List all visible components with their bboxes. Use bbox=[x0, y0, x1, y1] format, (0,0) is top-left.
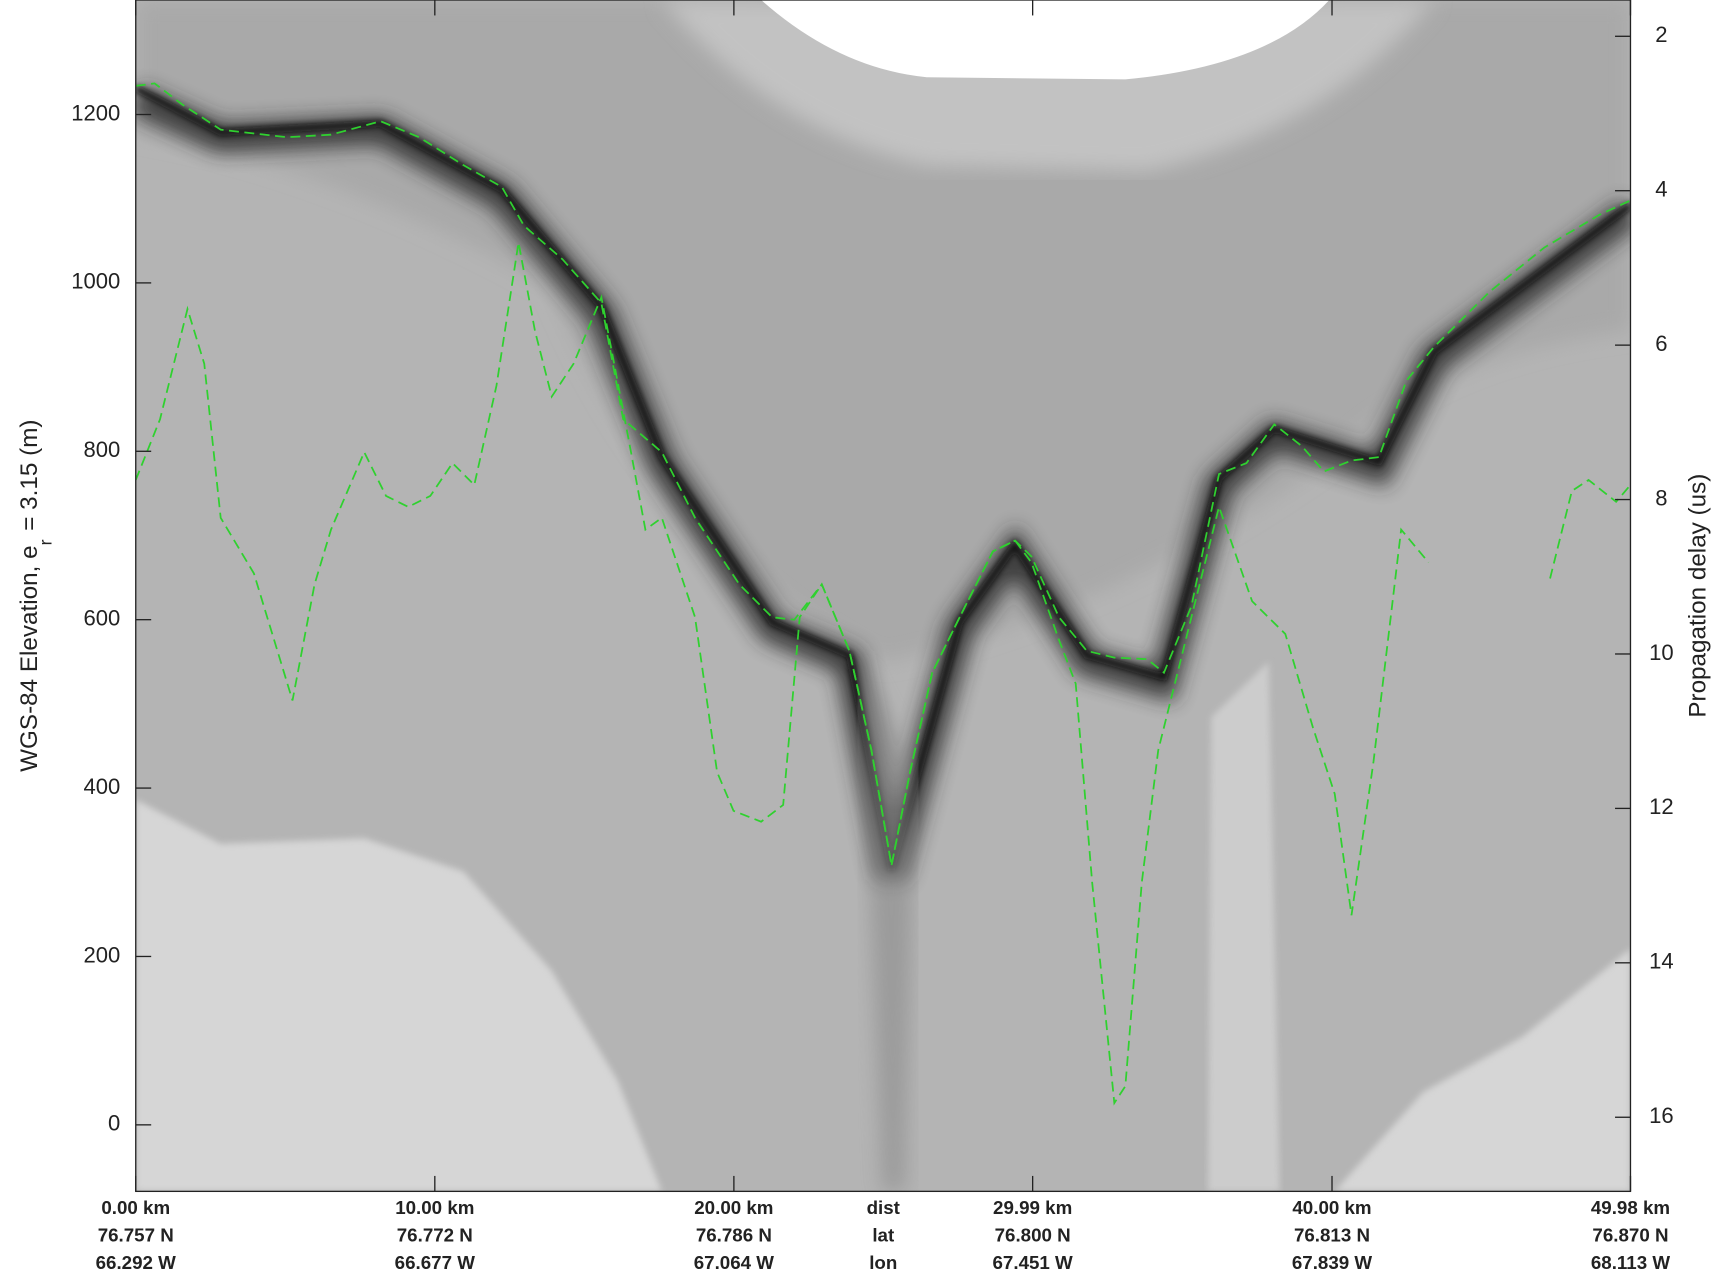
lat-label: 76.800 N bbox=[995, 1225, 1071, 1246]
x-tick-label: 40.00 km bbox=[1292, 1197, 1371, 1218]
radargram bbox=[135, 0, 1631, 1192]
lat-label: 76.757 N bbox=[98, 1225, 174, 1246]
lon-label: 67.451 W bbox=[993, 1252, 1074, 1273]
y-tick-label: 800 bbox=[84, 437, 121, 462]
pick-line bbox=[135, 242, 1631, 1106]
lon-label: 68.113 W bbox=[1591, 1252, 1671, 1273]
y2-tick-label: 16 bbox=[1649, 1103, 1674, 1128]
picks bbox=[135, 82, 1631, 1106]
lat-label: 76.786 N bbox=[696, 1225, 772, 1246]
y-label-sub: r bbox=[35, 539, 55, 545]
y2-tick-label: 2 bbox=[1655, 22, 1667, 47]
y-tick-label: 200 bbox=[84, 942, 121, 967]
x-tick-label: 20.00 km bbox=[694, 1197, 773, 1218]
lon-label: 67.064 W bbox=[694, 1252, 775, 1273]
y2-tick-label: 10 bbox=[1649, 640, 1674, 665]
y-label-main: WGS-84 Elevation, e bbox=[16, 545, 43, 771]
row-label: lat bbox=[872, 1225, 895, 1246]
y-tick-label: 600 bbox=[84, 606, 121, 631]
lat-label: 76.772 N bbox=[397, 1225, 473, 1246]
y-tick-label: 1200 bbox=[71, 100, 120, 125]
y2-tick-label: 14 bbox=[1649, 949, 1674, 974]
y-tick-label: 0 bbox=[108, 1111, 120, 1136]
y2-tick-label: 4 bbox=[1655, 177, 1667, 202]
plot-frame bbox=[135, 0, 1632, 1193]
y2-axis-label: Propagation delay (us) bbox=[1684, 474, 1711, 718]
row-label: dist bbox=[867, 1197, 901, 1218]
lon-label: 67.839 W bbox=[1292, 1252, 1373, 1273]
y-label-end: = 3.15 (m) bbox=[16, 420, 43, 531]
lon-label: 66.677 W bbox=[395, 1252, 476, 1273]
x-tick-label: 49.98 km bbox=[1591, 1197, 1670, 1218]
y2-tick-label: 8 bbox=[1655, 485, 1667, 510]
lat-label: 76.870 N bbox=[1592, 1225, 1668, 1246]
lon-label: 66.292 W bbox=[96, 1252, 177, 1273]
y2-tick-label: 12 bbox=[1649, 794, 1674, 819]
x-tick-label: 0.00 km bbox=[101, 1197, 170, 1218]
x-tick-label: 10.00 km bbox=[395, 1197, 474, 1218]
y-tick-label: 1000 bbox=[71, 269, 120, 294]
y-tick-label: 400 bbox=[84, 774, 121, 799]
y-axis-label: WGS-84 Elevation, er = 3.15 (m) bbox=[16, 420, 55, 772]
x-tick-label: 29.99 km bbox=[993, 1197, 1072, 1218]
row-label: lon bbox=[869, 1252, 897, 1273]
lat-label: 76.813 N bbox=[1294, 1225, 1370, 1246]
y2-tick-label: 6 bbox=[1655, 331, 1667, 356]
